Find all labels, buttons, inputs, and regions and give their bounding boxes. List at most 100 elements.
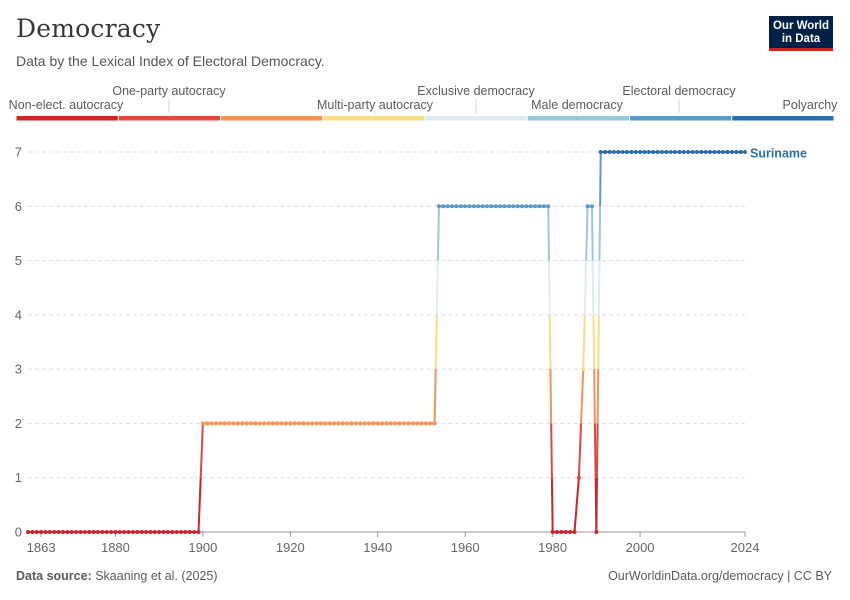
series-point-1931 [336,421,341,426]
series-point-1906 [227,421,232,426]
series-point-1941 [380,421,385,426]
series-point-1867 [56,530,61,534]
series-point-1929 [327,421,332,426]
series-point-1866 [52,530,57,534]
axes: 0 1 2 3 4 5 6 7 1863 1880 1900 1920 1940 1960 1980 2000… [15,145,760,556]
y-tick-label-7: 7 [15,145,22,160]
series-point-1903 [213,421,218,426]
series-point-2020 [725,150,730,154]
series-point-1973 [520,204,525,209]
y-tick-label-0: 0 [15,525,22,540]
series-point-1877 [100,530,105,534]
series-point-2021 [729,150,734,154]
series-point-1942 [384,421,389,426]
footer-url[interactable]: OurWorldinData.org/democracy | CC BY [608,569,832,583]
series-line-1987-0 [582,314,586,370]
series-point-1925 [310,421,315,426]
series-point-1874 [87,530,92,534]
series-point-1918 [279,421,284,426]
series-point-1884 [130,530,135,534]
owid-logo[interactable]: Our World in Data [769,16,833,51]
series-point-1934 [349,421,354,426]
x-tick-label-1880: 1880 [101,540,130,555]
series-point-1895 [179,530,184,534]
series-point-1894 [174,530,179,534]
series-point-1947 [406,421,411,426]
series-line-1987-2 [585,206,589,261]
series-point-2001 [642,150,647,154]
legend-label-5: Electoral democracy [622,84,736,98]
series-point-1983 [563,530,568,534]
series-line-1989-0 [590,206,594,261]
series-point-1872 [78,530,83,534]
legend-swatch-5 [527,116,629,121]
series-point-1897 [187,530,192,534]
y-tick-label-3: 3 [15,362,22,377]
series-point-1912 [253,421,258,426]
series-line-1990-3 [597,314,600,370]
series-point-1909 [240,421,245,426]
legend-swatch-6 [630,116,732,121]
series-point-1991 [598,150,603,154]
x-tick-label-1920: 1920 [276,540,305,555]
series-point-1893 [170,530,175,534]
series-point-1972 [515,204,520,209]
series-point-1939 [371,421,376,426]
series-point-1860 [26,530,30,534]
series-point-1943 [388,421,393,426]
series-point-1980 [550,530,555,534]
series-point-1977 [537,204,542,209]
logo-line1: Our World [772,20,829,32]
y-tick-label-6: 6 [15,199,22,214]
series-point-1938 [367,421,372,426]
series-point-1957 [450,204,455,209]
series-line-1979-5 [550,477,554,533]
data-source-text[interactable]: Skaaning et al. (2025) [95,569,218,583]
series-point-1911 [248,421,253,426]
series-point-1933 [345,421,350,426]
series-point-1969 [502,204,507,209]
series-point-2000 [638,150,643,154]
series-point-2011 [686,150,691,154]
series-point-2010 [681,150,686,154]
series-point-2009 [677,150,682,154]
series-point-1921 [292,421,297,426]
series-point-1923 [301,421,306,426]
series-point-2006 [664,150,669,154]
series-point-2017 [712,150,717,154]
series-line-1990-6 [599,151,602,207]
series-point-1898 [192,530,197,534]
series-point-1900 [200,421,205,426]
series-point-1993 [607,150,612,154]
chart-subtitle: Data by the Lexical Index of Electoral D… [16,53,325,69]
legend-swatch-4 [425,116,527,121]
series-point-1910 [244,421,249,426]
series-point-1936 [358,421,363,426]
series-point-1981 [555,530,560,534]
legend-swatch-2 [221,116,323,121]
series-line-1990-0 [595,477,598,533]
series-point-1974 [524,204,529,209]
legend-label-1: One-party autocracy [112,84,226,98]
x-tick-label-1960: 1960 [451,540,480,555]
series-point-1989 [589,204,594,209]
series-suriname[interactable]: Suriname [26,147,807,535]
series-point-1887 [144,530,149,534]
series-point-1976 [533,204,538,209]
series-point-1888 [148,530,153,534]
series-point-1879 [109,530,114,534]
legend-swatch-0 [16,116,118,121]
series-point-1962 [471,204,476,209]
series-point-1986 [576,475,581,480]
series-point-2016 [708,150,713,154]
series-point-1890 [157,530,162,534]
series-point-1922 [297,421,302,426]
series-point-1985 [572,530,577,534]
series-point-1979 [546,204,551,209]
series-point-1891 [161,530,166,534]
series-point-1968 [498,204,503,209]
series-point-1970 [506,204,511,209]
series-point-1926 [314,421,319,426]
series-point-1882 [122,530,127,534]
